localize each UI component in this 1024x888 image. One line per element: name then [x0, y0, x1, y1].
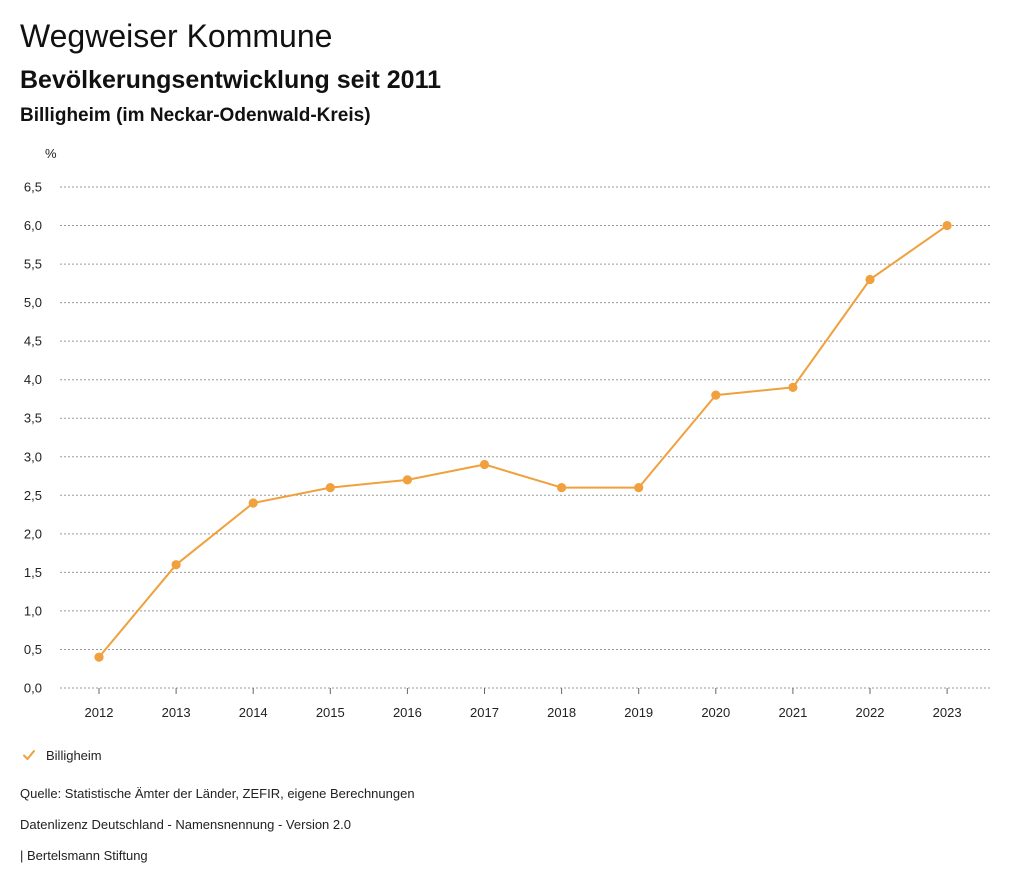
data-point[interactable]: [634, 483, 644, 493]
x-tick-label: 2020: [701, 705, 730, 720]
y-tick-label: 2,0: [24, 526, 42, 541]
x-tick-label: 2023: [933, 705, 962, 720]
region-label: Billigheim (im Neckar-Odenwald-Kreis): [20, 105, 371, 126]
x-axis: 2012 2013 2014 2015 2016 2017 2018 2019 2020 2021…: [60, 687, 990, 720]
x-tick-label: 2013: [162, 705, 191, 720]
y-tick-label: 5,5: [24, 257, 42, 272]
y-tick-label: 3,0: [24, 449, 42, 464]
x-tick-label: 2018: [547, 705, 576, 720]
x-tick-label: 2014: [239, 705, 268, 720]
grid-lines: [60, 186, 990, 689]
data-point[interactable]: [479, 459, 490, 470]
y-tick-label: 5,0: [24, 295, 42, 310]
data-point[interactable]: [402, 475, 412, 485]
y-tick-label: 6,0: [24, 218, 42, 233]
x-tick-label: 2022: [856, 705, 885, 720]
chart-subtitle: Bevölkerungsentwicklung seit 2011: [20, 66, 441, 94]
x-tick-label: 2021: [778, 705, 807, 720]
data-point[interactable]: [171, 560, 181, 570]
publisher-note: | Bertelsmann Stiftung: [20, 848, 148, 863]
series-lines: [98, 224, 948, 658]
x-tick-label: 2016: [393, 705, 422, 720]
y-tick-label: 4,0: [24, 372, 42, 387]
data-points: [94, 220, 952, 662]
data-point[interactable]: [711, 390, 721, 400]
y-tick-label: 1,5: [24, 565, 42, 580]
data-point[interactable]: [557, 483, 567, 493]
y-tick-label: 6,5: [24, 180, 42, 195]
license-note: Datenlizenz Deutschland - Namensnennung …: [20, 817, 351, 832]
source-note: Quelle: Statistische Ämter der Länder, Z…: [20, 786, 415, 801]
x-tick-label: 2015: [316, 705, 345, 720]
y-tick-label: 1,0: [24, 603, 42, 618]
y-tick-label: 3,5: [24, 411, 42, 426]
y-axis-unit: %: [45, 146, 57, 161]
line-chart: 0,0 0,5 1,0 1,5 2,0 2,5 3,0 3,5 4,0 4,5 5,0 5,5 6,0 6…: [24, 146, 990, 720]
x-tick-label: 2019: [624, 705, 653, 720]
y-tick-label: 2,5: [24, 488, 42, 503]
y-axis: 0,0 0,5 1,0 1,5 2,0 2,5 3,0 3,5 4,0 4,5 5,0 5,5 6,0 6…: [24, 146, 57, 696]
x-tick-label: 2012: [85, 705, 114, 720]
data-point[interactable]: [325, 483, 335, 493]
data-point[interactable]: [788, 382, 798, 392]
data-point[interactable]: [94, 652, 104, 662]
data-point[interactable]: [865, 274, 875, 285]
legend: Billigheim: [22, 744, 102, 766]
legend-item-billigheim[interactable]: Billigheim: [46, 747, 102, 763]
y-tick-label: 4,5: [24, 334, 42, 349]
check-icon: [23, 750, 35, 760]
data-point[interactable]: [942, 220, 952, 231]
y-tick-label: 0,5: [24, 642, 42, 657]
x-tick-label: 2017: [470, 705, 499, 720]
y-tick-label: 0,0: [24, 681, 42, 696]
series-line-billigheim: [98, 224, 948, 658]
data-point[interactable]: [248, 498, 258, 508]
page-title: Wegweiser Kommune: [20, 18, 333, 54]
